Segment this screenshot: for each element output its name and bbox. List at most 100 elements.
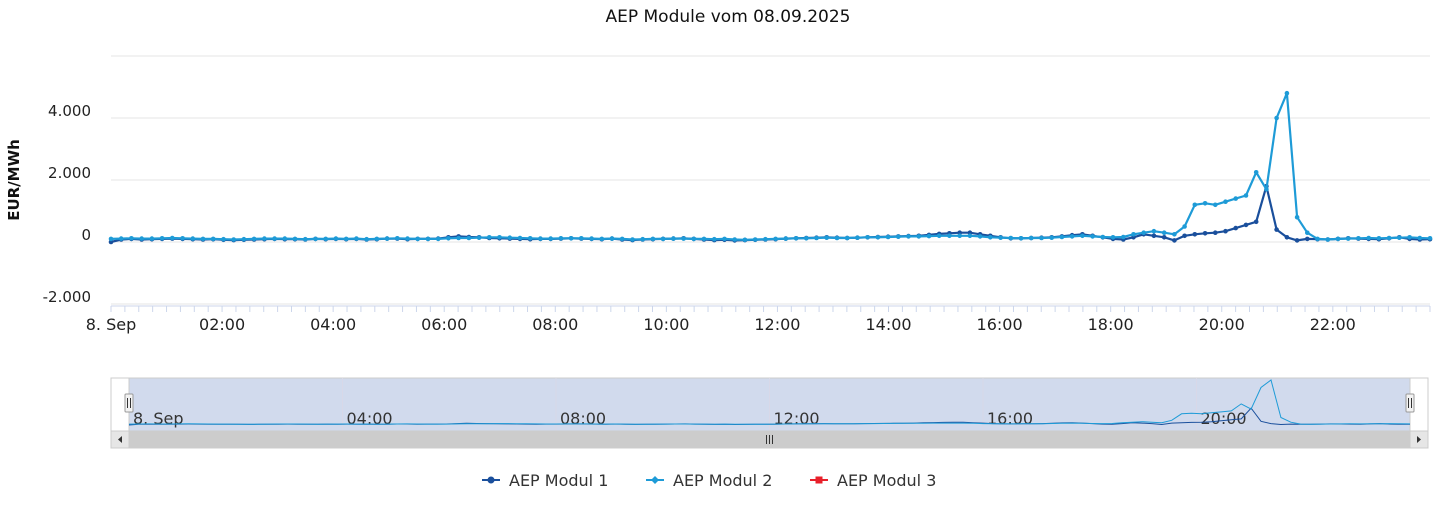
scrollbar-right-arrow[interactable] [1409, 430, 1429, 449]
data-point [190, 236, 196, 241]
data-point [977, 234, 983, 239]
data-point [1376, 236, 1382, 241]
legend-item-2[interactable]: AEP Modul 2 [646, 471, 772, 490]
data-point [221, 236, 226, 242]
data-point [374, 236, 380, 242]
data-point [1233, 225, 1238, 231]
navigator-tick-label: 16:00 [987, 409, 1033, 428]
data-point [1233, 196, 1238, 201]
x-tick-label: 16:00 [977, 315, 1023, 334]
data-point [742, 237, 748, 243]
data-point [1366, 235, 1371, 241]
data-point [1121, 234, 1126, 240]
data-point [1253, 219, 1259, 225]
legend-item-3[interactable]: AEP Modul 3 [810, 471, 936, 490]
data-point [896, 234, 901, 239]
data-point [1386, 235, 1392, 241]
data-point [722, 236, 727, 242]
data-point [118, 236, 124, 241]
data-point [855, 235, 860, 240]
data-point [875, 235, 881, 240]
x-tick-label: 20:00 [1199, 315, 1245, 334]
data-point [292, 236, 298, 242]
data-point [476, 235, 482, 240]
navigator-handle-right[interactable] [1405, 393, 1415, 413]
data-point [1294, 214, 1300, 220]
data-point [1090, 234, 1095, 239]
data-point [691, 236, 697, 242]
series-line-1 [110, 185, 1431, 244]
data-point [149, 236, 155, 241]
data-point [916, 234, 922, 239]
data-point [1008, 235, 1014, 241]
data-point [619, 236, 625, 242]
data-point [1069, 234, 1075, 239]
data-point [1213, 230, 1218, 235]
data-point [824, 235, 829, 240]
data-point [262, 236, 267, 241]
grid-lines [111, 55, 1430, 305]
data-point [1110, 235, 1116, 240]
data-point [139, 236, 144, 241]
navigator-handle-left[interactable] [124, 393, 134, 413]
data-point [906, 234, 911, 239]
data-point [804, 236, 809, 241]
data-point [1039, 235, 1044, 241]
data-point [364, 236, 369, 242]
x-tick-label: 12:00 [754, 315, 800, 334]
data-point [538, 236, 543, 241]
data-point [527, 236, 533, 241]
data-point [1131, 232, 1136, 237]
data-point [466, 235, 472, 241]
navigator-tick-label: 08:00 [560, 409, 606, 428]
data-point [415, 236, 421, 242]
data-point [231, 237, 236, 242]
data-point [200, 236, 206, 242]
data-point [1172, 232, 1177, 237]
legend-item-1[interactable]: AEP Modul 1 [482, 471, 608, 490]
data-point [343, 236, 349, 242]
data-point [1059, 234, 1065, 240]
data-point [1253, 170, 1259, 175]
data-point [926, 233, 932, 239]
data-point [1305, 230, 1310, 235]
data-point [1243, 193, 1249, 198]
data-point [988, 235, 993, 240]
range-navigator[interactable]: 8. Sep 04:00 08:00 12:00 16:00 20:00 [110, 377, 1429, 449]
data-point [752, 237, 758, 242]
navigator-series-2 [128, 379, 1411, 425]
data-point [865, 235, 870, 240]
data-point [558, 236, 564, 241]
data-point [589, 236, 594, 241]
y-tick-label: -2.000 [43, 288, 91, 306]
x-axis: 8. Sep 02:00 04:00 06:00 08:00 10:00 12:00 14:0… [86, 305, 1431, 334]
data-point [936, 233, 942, 239]
data-point [1223, 228, 1228, 234]
data-point [425, 236, 431, 242]
data-point [405, 236, 410, 241]
data-point [1243, 222, 1249, 228]
data-point [487, 235, 492, 240]
scrollbar-left-arrow[interactable] [110, 430, 130, 449]
data-point [967, 233, 973, 239]
data-point [1223, 199, 1228, 204]
data-point [1100, 234, 1106, 240]
data-point [395, 236, 400, 241]
x-tick-label: 18:00 [1088, 315, 1134, 334]
navigator-tick-label: 20:00 [1201, 409, 1247, 428]
data-point [1274, 115, 1279, 121]
data-point [517, 235, 523, 241]
y-axis-label: EUR/MWh [5, 139, 23, 221]
x-tick-label: 08:00 [532, 315, 578, 334]
x-tick-label: 04:00 [310, 315, 356, 334]
data-point [1407, 235, 1412, 240]
data-point [773, 236, 778, 242]
data-point [763, 236, 768, 242]
navigator-scrollbar[interactable] [110, 430, 1429, 449]
data-point [303, 236, 308, 242]
data-point [1161, 235, 1167, 240]
y-axis-ticks: -2.000 0 2.000 4.000 [43, 102, 91, 306]
data-point [681, 236, 686, 241]
data-point [1080, 233, 1085, 239]
data-point [650, 236, 656, 242]
